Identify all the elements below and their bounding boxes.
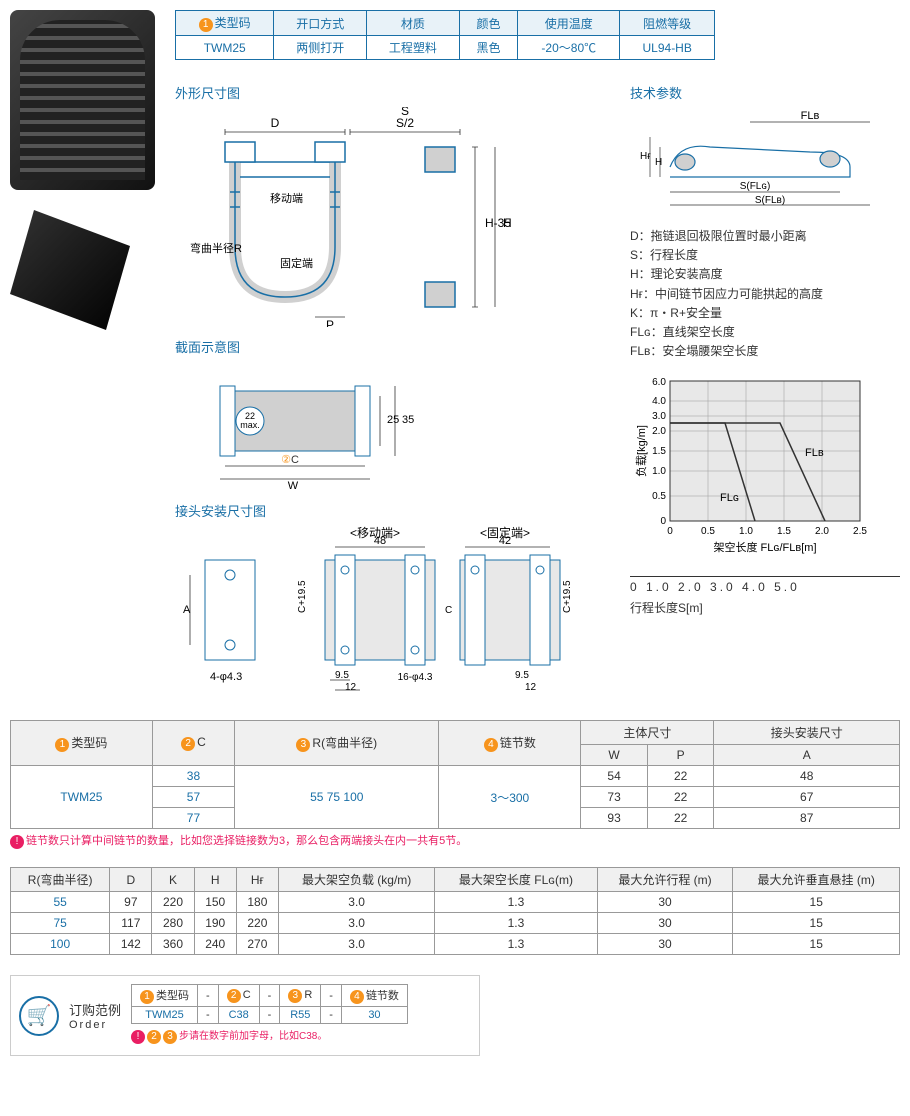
svg-text:S/2: S/2 bbox=[396, 116, 414, 130]
td-fire: UL94-HB bbox=[620, 36, 715, 60]
product-photo bbox=[10, 10, 165, 390]
chain-parts-image bbox=[10, 210, 130, 330]
svg-text:max.: max. bbox=[240, 420, 260, 430]
svg-text:②C: ②C bbox=[281, 454, 299, 466]
th-color: 颜色 bbox=[459, 11, 517, 36]
th-temp: 使用温度 bbox=[518, 11, 620, 36]
svg-text:0.5: 0.5 bbox=[652, 491, 666, 502]
param-h: H：理论安装高度 bbox=[630, 265, 900, 284]
connector-title: 接头安装尺寸图 bbox=[175, 501, 615, 520]
svg-text:D: D bbox=[271, 116, 280, 130]
parameter-definitions: D：拖链退回极限位置时最小距离 S：行程长度 H：理论安装高度 Hғ：中间链节因… bbox=[630, 227, 900, 361]
order-example: 🛒 订购范例 Order 1类型码- 2C- 3R- 4链节数 TWM25- C… bbox=[10, 975, 480, 1056]
svg-text:C+19.5: C+19.5 bbox=[297, 580, 308, 613]
tech-title: 技术参数 bbox=[630, 83, 900, 102]
svg-text:1.5: 1.5 bbox=[777, 526, 791, 537]
svg-text:48: 48 bbox=[374, 535, 386, 547]
th-mat: 材质 bbox=[367, 11, 460, 36]
svg-text:35: 35 bbox=[402, 414, 414, 426]
svg-text:12: 12 bbox=[345, 682, 357, 693]
svg-text:FLв: FLв bbox=[805, 447, 824, 459]
svg-text:12: 12 bbox=[525, 682, 537, 693]
svg-text:H: H bbox=[503, 216, 512, 230]
spec-info-table: 1类型码 开口方式 材质 颜色 使用温度 阻燃等级 TWM25 两侧打开 工程塑… bbox=[175, 10, 715, 60]
svg-text:W: W bbox=[288, 480, 299, 491]
svg-text:1.0: 1.0 bbox=[739, 526, 753, 537]
param-s: S：行程长度 bbox=[630, 246, 900, 265]
svg-text:移动端: 移动端 bbox=[270, 192, 303, 205]
th-fire: 阻燃等级 bbox=[620, 11, 715, 36]
td-mat: 工程塑料 bbox=[367, 36, 460, 60]
svg-text:H: H bbox=[655, 157, 662, 168]
dimension-table-2: R(弯曲半径)DK HHғ最大架空负载 (kg/m) 最大架空长度 FLɢ(m)… bbox=[10, 867, 900, 955]
svg-text:0.5: 0.5 bbox=[701, 526, 715, 537]
param-flg: FLɢ：直线架空长度 bbox=[630, 323, 900, 342]
svg-text:0: 0 bbox=[660, 516, 666, 527]
outline-title: 外形尺寸图 bbox=[175, 83, 615, 102]
svg-text:P: P bbox=[326, 318, 334, 327]
section-diagram: 22 max. 25 35 ②C W bbox=[175, 361, 615, 491]
svg-text:4-φ4.3: 4-φ4.3 bbox=[210, 671, 242, 683]
svg-text:C+19.5: C+19.5 bbox=[562, 580, 573, 613]
svg-text:架空长度 FLɢ/FLв[m]: 架空长度 FLɢ/FLв[m] bbox=[713, 540, 816, 554]
svg-text:4.0: 4.0 bbox=[652, 396, 666, 407]
svg-text:25: 25 bbox=[387, 414, 399, 426]
param-hf: Hғ：中间链节因应力可能拱起的高度 bbox=[630, 285, 900, 304]
td-open: 两侧打开 bbox=[274, 36, 367, 60]
table1-note: !链节数只计算中间链节的数量，比如您选择链接数为3，那么包含两端接头在内一共有5… bbox=[10, 829, 900, 852]
param-k: K：π・R+安全量 bbox=[630, 304, 900, 323]
svg-text:1.0: 1.0 bbox=[652, 466, 666, 477]
svg-text:FLɢ: FLɢ bbox=[720, 492, 739, 504]
svg-text:弯曲半径R: 弯曲半径R bbox=[190, 241, 242, 255]
svg-text:9.5: 9.5 bbox=[335, 670, 349, 681]
secondary-scale: 0 1.0 2.0 3.0 4.0 5.0 行程长度S[m] bbox=[630, 576, 900, 616]
svg-text:6.0: 6.0 bbox=[652, 377, 666, 388]
svg-text:16-φ4.3: 16-φ4.3 bbox=[398, 672, 433, 683]
tech-diagram: FLв Hғ H S(FLɢ) S(FLв) bbox=[630, 107, 900, 217]
param-d: D：拖链退回极限位置时最小距离 bbox=[630, 227, 900, 246]
outline-diagram: D S/2 S H-35 H P 弯曲半径R 移动端 固定端 bbox=[175, 107, 615, 327]
svg-text:S(FLв): S(FLв) bbox=[755, 195, 785, 206]
svg-text:负载[kg/m]: 负载[kg/m] bbox=[634, 425, 648, 477]
svg-text:Hғ: Hғ bbox=[640, 151, 651, 162]
th-open: 开口方式 bbox=[274, 11, 367, 36]
svg-text:2.5: 2.5 bbox=[853, 526, 867, 537]
svg-text:固定端: 固定端 bbox=[280, 256, 313, 270]
svg-text:3.0: 3.0 bbox=[652, 411, 666, 422]
svg-text:9.5: 9.5 bbox=[515, 670, 529, 681]
svg-text:S: S bbox=[401, 107, 409, 118]
section-title: 截面示意图 bbox=[175, 337, 615, 356]
dimension-table-1: 1类型码 2C 3R(弯曲半径) 4链节数 主体尺寸 接头安装尺寸 WPA TW… bbox=[10, 720, 900, 829]
svg-text:C: C bbox=[445, 605, 452, 616]
svg-text:1.5: 1.5 bbox=[652, 446, 666, 457]
svg-text:S(FLɢ): S(FLɢ) bbox=[740, 181, 771, 192]
svg-text:2.0: 2.0 bbox=[652, 426, 666, 437]
chain-product-image bbox=[10, 10, 155, 190]
td-temp: -20～80℃ bbox=[518, 36, 620, 60]
svg-text:2.0: 2.0 bbox=[815, 526, 829, 537]
td-color: 黑色 bbox=[459, 36, 517, 60]
td-type: TWM25 bbox=[176, 36, 274, 60]
connector-diagram: <移动端> <固定端> bbox=[175, 525, 615, 695]
svg-text:42: 42 bbox=[499, 535, 511, 547]
order-code-table: 1类型码- 2C- 3R- 4链节数 TWM25- C38- R55- 30 bbox=[131, 984, 408, 1024]
svg-text:FLв: FLв bbox=[801, 110, 820, 122]
th-type: 类型码 bbox=[215, 16, 251, 30]
param-flb: FLв：安全塌腰架空长度 bbox=[630, 342, 900, 361]
load-chart: 负载[kg/m] 6.0 4.0 3.0 2.0 1.5 1.0 0.5 0 bbox=[630, 371, 900, 561]
svg-text:0: 0 bbox=[667, 526, 673, 537]
svg-text:A: A bbox=[183, 604, 191, 616]
cart-icon: 🛒 bbox=[19, 996, 59, 1036]
